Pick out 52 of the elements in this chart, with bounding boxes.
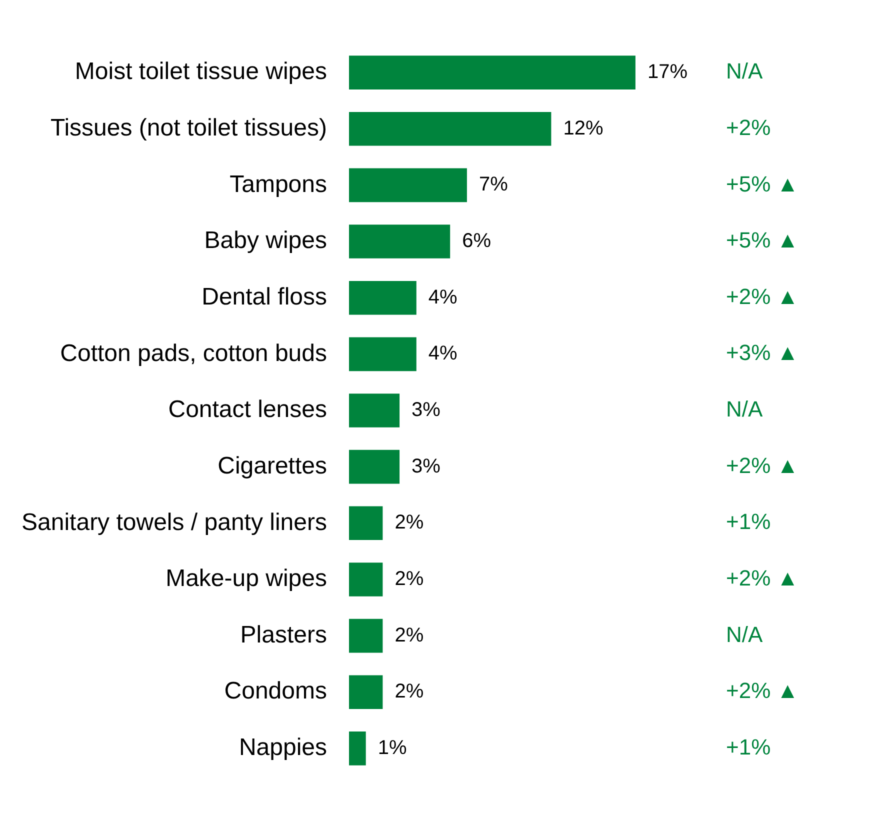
y-tick-label: Tampons (230, 170, 327, 198)
data-label: 17% (647, 61, 688, 84)
bar (349, 562, 383, 596)
text: N/A (726, 622, 763, 647)
data-label: 2% (394, 568, 424, 590)
text: N/A (726, 396, 763, 422)
bar (349, 168, 467, 202)
data-label: 3% (412, 399, 441, 422)
data-label: 2% (394, 624, 424, 646)
bar (349, 450, 400, 484)
y-tick-label: Dental floss (202, 283, 327, 310)
data-label: 4% (428, 342, 458, 365)
text: +5% ▲ (726, 228, 799, 253)
text: +1% (726, 509, 771, 534)
bar (349, 732, 366, 766)
y-tick-label: Plasters (240, 621, 327, 648)
bar (349, 224, 450, 258)
bar (349, 280, 416, 315)
bar (349, 618, 383, 653)
y-tick-label: Cigarettes (218, 452, 327, 480)
data-label: 7% (478, 174, 508, 196)
bar (349, 112, 552, 146)
text: +2% ▲ (726, 678, 799, 704)
text: +2% (726, 114, 771, 140)
text: +2% ▲ (726, 284, 799, 309)
data-label: 2% (394, 512, 424, 534)
text: +2% ▲ (726, 566, 799, 591)
text: +3% ▲ (726, 340, 799, 366)
y-tick-label: Baby wipes (204, 227, 327, 254)
text: +5% ▲ (726, 171, 799, 196)
bar (349, 56, 636, 90)
data-label: 1% (378, 736, 407, 759)
y-tick-label: Nappies (238, 734, 327, 762)
data-label: 12% (563, 117, 604, 140)
text: N/A (726, 58, 763, 84)
bar (349, 506, 383, 540)
y-tick-label: Contact lenses (168, 396, 327, 424)
text: +1% (726, 734, 771, 760)
data-label: 2% (394, 680, 424, 703)
data-label: 6% (462, 230, 492, 252)
y-tick-label: Tissues (not toilet tissues) (50, 114, 327, 142)
y-tick-label: Condoms (224, 678, 327, 705)
y-tick-label: Sanitary towels / panty liners (22, 508, 327, 536)
bar (349, 394, 400, 428)
bar (349, 675, 383, 710)
y-tick-label: Cotton pads, cotton buds (60, 340, 327, 367)
y-tick-label: Make-up wipes (166, 565, 327, 592)
bar (349, 337, 416, 372)
y-tick-label: Moist toilet tissue wipes (74, 58, 327, 86)
data-label: 3% (412, 455, 441, 478)
data-label: 4% (428, 286, 458, 308)
text: +2% ▲ (726, 452, 799, 478)
